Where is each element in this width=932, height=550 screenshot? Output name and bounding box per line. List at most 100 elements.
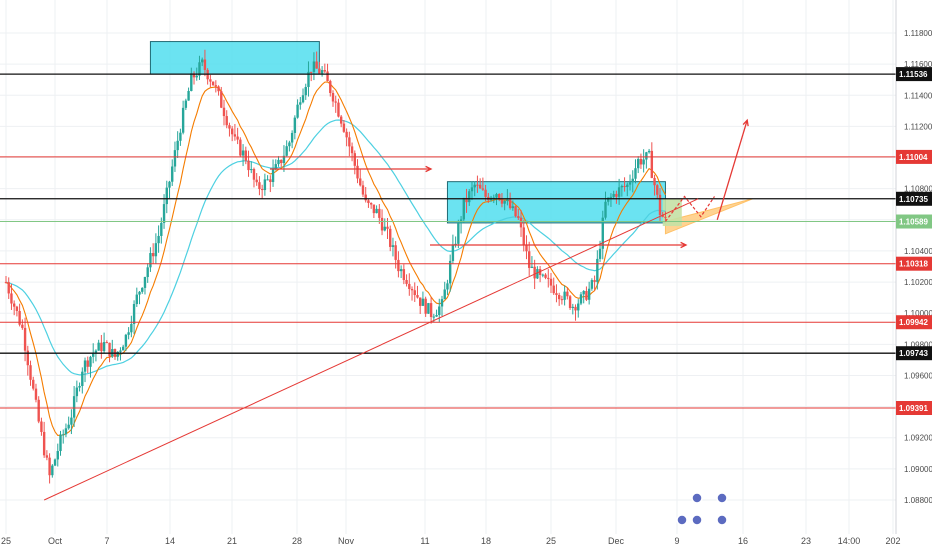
candle-body: [160, 222, 163, 236]
price-tag-label: 1.10589: [899, 218, 928, 227]
candle-body: [288, 142, 291, 147]
y-tick-label: 1.11400: [904, 91, 932, 100]
candle-body: [83, 360, 87, 372]
candle-body: [601, 217, 604, 249]
price-tag: [896, 149, 932, 164]
candle-body: [154, 243, 158, 257]
candle-body: [587, 288, 591, 300]
candle-body: [647, 150, 651, 153]
candle-body: [220, 91, 223, 108]
candle-body: [244, 150, 247, 161]
candle-body: [465, 197, 468, 203]
x-tick-label: 9: [674, 536, 679, 546]
candle-body: [656, 185, 659, 195]
candle-body: [498, 194, 501, 200]
price-tag: [896, 315, 932, 330]
candle-body: [132, 304, 136, 324]
economic-event-icon[interactable]: [676, 514, 688, 526]
candle-body: [230, 128, 234, 135]
x-tick-label: 21: [227, 536, 237, 546]
candle-body: [522, 227, 525, 246]
event-markers[interactable]: [676, 492, 728, 526]
price-tag: [896, 67, 932, 82]
candle-body: [130, 323, 133, 333]
zigzag-projection: [664, 195, 715, 222]
candle-body: [12, 303, 16, 307]
candle-body: [637, 158, 640, 169]
candle-body: [650, 150, 654, 178]
price-tag-label: 1.09942: [899, 318, 928, 327]
candle-body: [443, 289, 446, 300]
candle-body: [626, 184, 629, 188]
candle-body: [331, 92, 335, 102]
economic-event-icon[interactable]: [691, 514, 703, 526]
candle-body: [495, 194, 498, 198]
price-tag-label: 1.09391: [899, 404, 928, 413]
projection-arrow-upper-head: [425, 165, 433, 173]
candle-body: [296, 104, 299, 118]
candle-body: [492, 197, 495, 199]
candle-body: [334, 101, 337, 103]
candle-body: [419, 297, 422, 306]
candle-body: [326, 71, 329, 82]
candle-body: [394, 245, 397, 260]
candle-body: [383, 226, 386, 231]
x-tick-label: Oct: [48, 536, 63, 546]
candle-body: [250, 169, 253, 171]
y-tick-label: 1.09800: [904, 340, 932, 349]
y-tick-label: 1.10000: [904, 309, 932, 318]
grid: [0, 0, 896, 534]
candle-body: [282, 155, 286, 164]
candle-body: [195, 75, 198, 78]
candle-body: [176, 140, 179, 151]
candle-body: [274, 164, 277, 170]
candle-body: [86, 360, 89, 367]
economic-event-icon[interactable]: [691, 492, 703, 504]
candle-body: [500, 199, 504, 204]
candle-body: [203, 59, 207, 70]
candle-body: [64, 428, 68, 435]
price-tag-label: 1.10318: [899, 260, 928, 269]
candle-body: [301, 95, 305, 103]
price-tag-label: 1.10735: [899, 195, 928, 204]
candle-body: [149, 253, 152, 268]
breakout-arrow-head: [742, 118, 749, 127]
candle-body: [397, 259, 400, 272]
economic-event-icon[interactable]: [716, 492, 728, 504]
candle-body: [151, 253, 155, 257]
candle-body: [519, 217, 523, 228]
candle-body: [399, 269, 403, 272]
candle-body: [536, 269, 539, 279]
price-tag: [896, 191, 932, 206]
candle-body: [209, 79, 212, 82]
candle-body: [53, 459, 57, 466]
candle-body: [307, 71, 310, 88]
candle-body: [67, 424, 70, 429]
candle-body: [590, 280, 594, 289]
candle-body: [661, 214, 664, 217]
x-tick-label: 18: [481, 536, 491, 546]
price-tag-label: 1.11536: [899, 70, 928, 79]
candle-body: [7, 282, 10, 294]
candle-body: [356, 165, 359, 179]
trendline: [43, 198, 699, 501]
candle-body: [402, 269, 406, 281]
candle-body: [462, 197, 465, 220]
economic-event-icon[interactable]: [716, 514, 728, 526]
projection-arrow-lower-head: [680, 241, 688, 249]
candle-body: [42, 431, 46, 456]
candle-body: [271, 169, 275, 183]
candle-body: [70, 417, 73, 425]
candle-body: [405, 280, 408, 284]
candle-body: [615, 193, 618, 197]
candle-body: [247, 160, 250, 171]
candle-body: [263, 179, 267, 191]
candle-body: [560, 299, 564, 301]
candle-body: [429, 303, 433, 318]
x-tick-label: 16: [738, 536, 748, 546]
candle-body: [468, 191, 471, 203]
candle-body: [119, 350, 122, 352]
candle-body: [473, 184, 476, 188]
